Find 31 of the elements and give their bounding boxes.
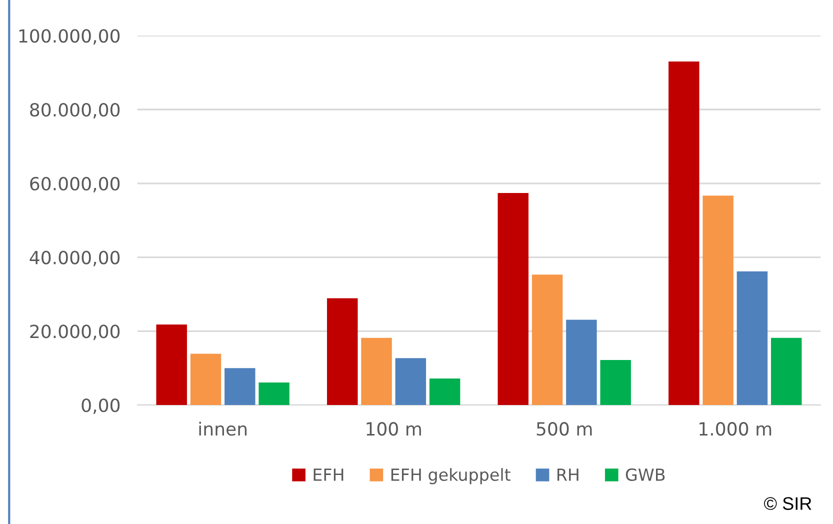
x-tick-label: 500 m bbox=[536, 422, 592, 436]
bar bbox=[156, 324, 187, 406]
bar bbox=[532, 274, 563, 406]
legend-label: EFH gekuppelt bbox=[391, 468, 510, 484]
x-tick-label: innen bbox=[199, 422, 247, 436]
bar bbox=[361, 338, 392, 406]
y-tick-label: 20.000,00 bbox=[30, 324, 120, 340]
x-tick-label: 1.000 m bbox=[700, 422, 772, 436]
bar bbox=[224, 368, 256, 406]
legend-label: RH bbox=[557, 468, 578, 481]
y-tick-label: 0,00 bbox=[82, 398, 120, 414]
bar bbox=[702, 196, 734, 406]
y-tick-label: 60.000,00 bbox=[30, 176, 120, 192]
bar bbox=[190, 354, 222, 406]
bar bbox=[566, 320, 597, 406]
legend-label: EFH bbox=[314, 468, 344, 481]
bar bbox=[770, 338, 802, 406]
bar bbox=[258, 382, 290, 406]
text: © SIR bbox=[764, 497, 812, 510]
bar bbox=[498, 193, 528, 406]
bar bbox=[668, 61, 700, 406]
bar bbox=[395, 358, 426, 406]
legend-label: GWB bbox=[626, 468, 665, 481]
bar bbox=[429, 378, 460, 406]
y-tick-label: 40.000,00 bbox=[30, 250, 120, 266]
y-tick-label: 100.000,00 bbox=[19, 29, 120, 45]
x-tick-label: 100 m bbox=[366, 422, 421, 436]
bar bbox=[600, 360, 631, 406]
bar bbox=[326, 298, 358, 406]
y-tick-label: 80.000,00 bbox=[30, 102, 120, 118]
bar bbox=[736, 271, 768, 406]
